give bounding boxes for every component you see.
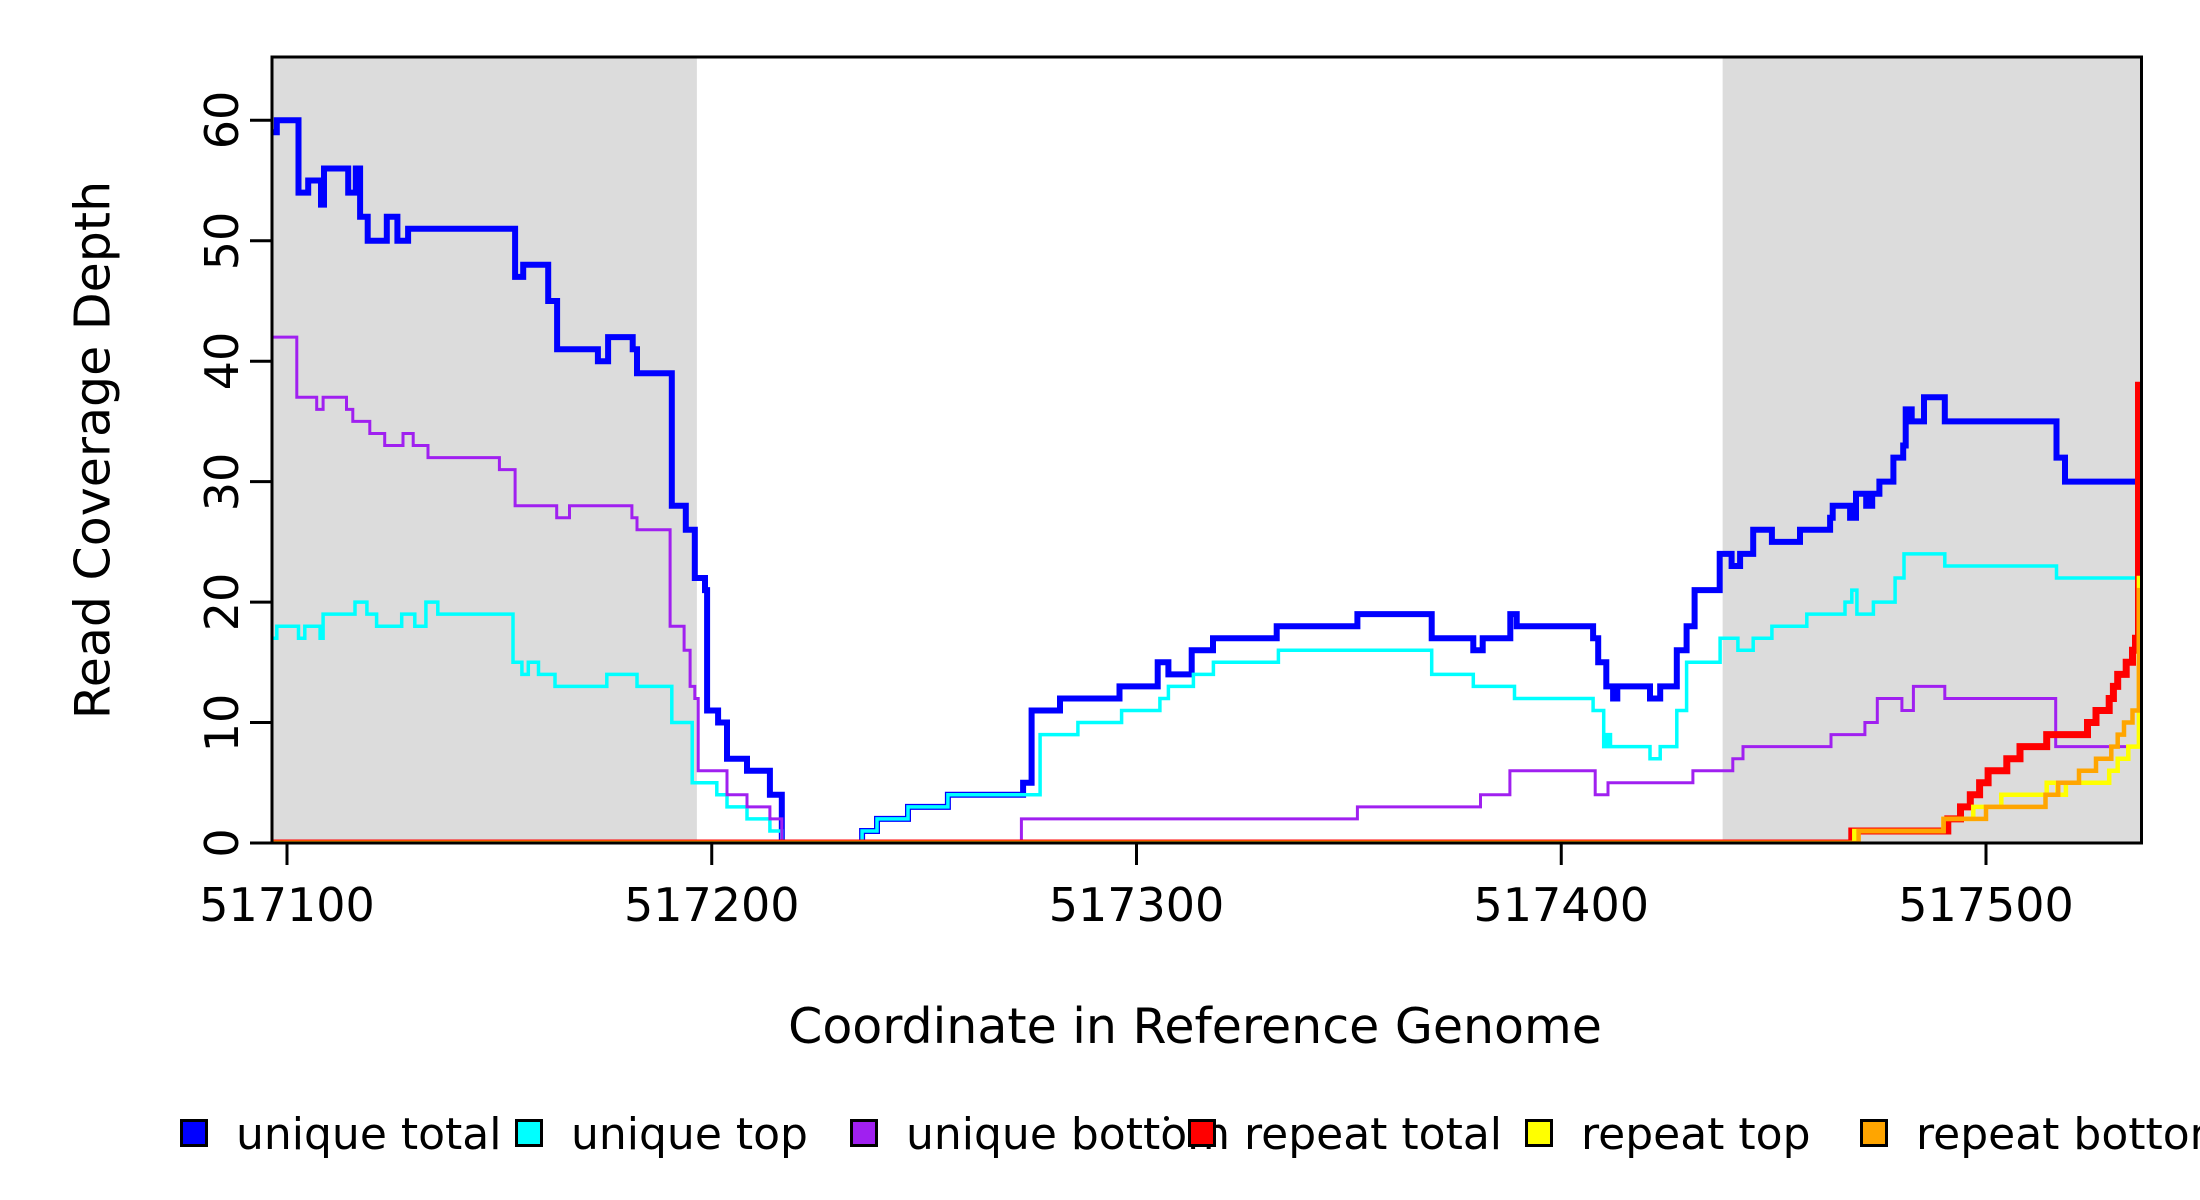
legend-label-unique-top: unique top — [571, 1109, 808, 1160]
legend-swatch-repeat-total — [1188, 1119, 1216, 1147]
legend-label-repeat-total: repeat total — [1244, 1109, 1503, 1160]
x-tick-label-517200: 517200 — [623, 878, 800, 932]
series-line-unique-top — [272, 552, 2142, 843]
y-tick-label-0: 0 — [195, 828, 249, 858]
y-tick-label-20: 20 — [195, 572, 249, 632]
series-line-repeat-total — [272, 381, 2142, 843]
legend-label-unique-bottom: unique bottom — [906, 1109, 1231, 1160]
legend-label-repeat-top: repeat top — [1581, 1109, 1811, 1160]
y-tick-label-10: 10 — [195, 693, 249, 752]
x-tick-label-517100: 517100 — [199, 878, 375, 932]
x-tick-label-517300: 517300 — [1048, 878, 1225, 932]
legend-label-unique-total: unique total — [236, 1109, 502, 1160]
x-tick-label-517500: 517500 — [1898, 878, 2074, 932]
series-line-unique-total — [272, 117, 2142, 843]
series-line-repeat-bottom — [272, 587, 2142, 843]
series-line-unique-bottom — [272, 335, 2142, 843]
legend-label-repeat-bottom: repeat bottom — [1916, 1109, 2200, 1160]
shaded-region-left — [272, 57, 697, 843]
legend-swatch-repeat-bottom — [1860, 1119, 1888, 1147]
x-axis-title: Coordinate in Reference Genome — [788, 998, 1602, 1055]
y-tick-label-40: 40 — [195, 331, 249, 391]
legend-swatch-unique-top — [515, 1119, 543, 1147]
y-axis-title: Read Coverage Depth — [64, 180, 122, 720]
legend-swatch-repeat-top — [1525, 1119, 1553, 1147]
shaded-region-right — [1722, 57, 2142, 843]
y-tick-label-30: 30 — [195, 452, 249, 511]
y-tick-label-60: 60 — [195, 91, 249, 150]
legend-stray-dot — [1164, 1116, 1169, 1121]
x-tick-label-517400: 517400 — [1473, 878, 1650, 932]
legend-swatch-unique-bottom — [850, 1119, 878, 1147]
y-tick-label-50: 50 — [195, 211, 249, 271]
plot-border — [270, 55, 2143, 845]
legend-swatch-unique-total — [180, 1119, 208, 1147]
